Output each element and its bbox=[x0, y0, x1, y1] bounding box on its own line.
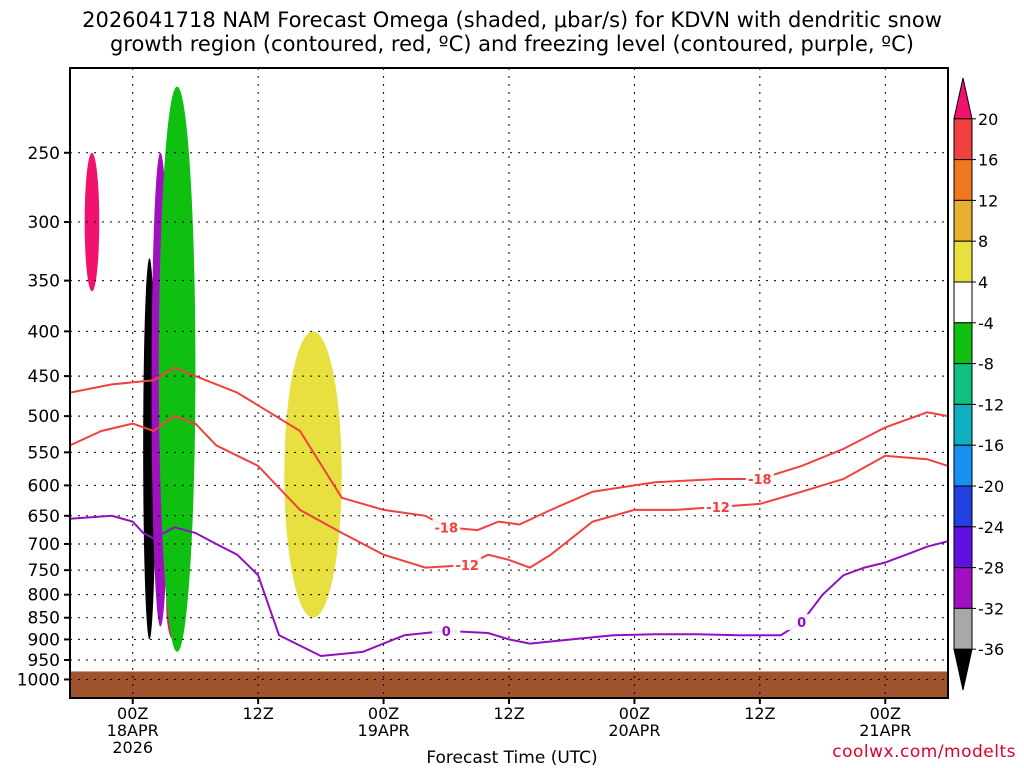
x-axis-label: Forecast Time (UTC) bbox=[426, 748, 598, 768]
contour-label-dendritic-minus-18-1: -18 bbox=[748, 473, 772, 488]
y-tick-label-600: 600 bbox=[28, 476, 60, 496]
x-tick-label-0-0: 00Z bbox=[117, 704, 148, 723]
colorbar-segment-2 bbox=[953, 159, 973, 201]
x-tick-label-0-2: 2026 bbox=[112, 738, 153, 757]
colorbar-segment-8 bbox=[953, 403, 973, 446]
contour-label-bg-dendritic-minus-12-1 bbox=[704, 498, 733, 515]
omega-region-weak-descent-yellow bbox=[284, 331, 342, 618]
credit-text: coolwx.com/modelts bbox=[832, 742, 1016, 762]
colorbar-label-3: 8 bbox=[978, 232, 988, 251]
x-tick-label-60-0: 12Z bbox=[744, 704, 775, 723]
colorbar-cap-bottom bbox=[953, 648, 973, 691]
contour-label-dendritic-minus-12-1: -12 bbox=[706, 501, 730, 516]
y-tick-label-300: 300 bbox=[28, 213, 60, 233]
y-tick-label-900: 900 bbox=[28, 630, 60, 650]
colorbar-label-1: 16 bbox=[978, 151, 998, 170]
contour-label-bg-freezing-level-0-1 bbox=[787, 614, 816, 631]
colorbar-label-8: -16 bbox=[978, 436, 1004, 455]
x-tick-label-0-1: 18APR bbox=[107, 721, 159, 740]
y-tick-label-650: 650 bbox=[28, 507, 60, 527]
colorbar-label-2: 12 bbox=[978, 191, 998, 210]
colorbar-label-0: 20 bbox=[978, 110, 998, 129]
colorbar-segment-1 bbox=[953, 118, 973, 161]
contour-label-dendritic-minus-18-0: -18 bbox=[435, 521, 459, 536]
x-tick-label-36-0: 12Z bbox=[493, 704, 524, 723]
contour-label-bg-dendritic-minus-18-0 bbox=[432, 519, 461, 536]
y-tick-label-350: 350 bbox=[28, 272, 60, 292]
contour-label-freezing-level-0-1: 0 bbox=[797, 616, 806, 631]
y-tick-label-250: 250 bbox=[28, 144, 60, 164]
colorbar-segment-4 bbox=[953, 240, 973, 283]
colorbar-label-7: -12 bbox=[978, 395, 1004, 414]
contour-label-dendritic-minus-12-0: -12 bbox=[455, 559, 479, 574]
colorbar-label-12: -32 bbox=[978, 599, 1004, 618]
x-tick-label-24-1: 19APR bbox=[358, 721, 410, 740]
colorbar-label-10: -24 bbox=[978, 518, 1004, 537]
contour-label-bg-dendritic-minus-18-1 bbox=[745, 471, 774, 488]
y-tick-label-550: 550 bbox=[28, 443, 60, 463]
x-tick-label-24-0: 00Z bbox=[368, 704, 399, 723]
chart-title-line2: growth region (contoured, red, ºC) and f… bbox=[110, 32, 914, 56]
colorbar-label-13: -36 bbox=[978, 640, 1004, 659]
y-tick-label-1000: 1000 bbox=[17, 670, 60, 690]
contour-label-bg-dendritic-minus-12-0 bbox=[453, 557, 482, 574]
y-tick-label-500: 500 bbox=[28, 407, 60, 427]
x-tick-label-48-1: 20APR bbox=[608, 721, 660, 740]
colorbar-label-4: 4 bbox=[978, 273, 988, 292]
colorbar-segment-11 bbox=[953, 526, 973, 569]
colorbar-segment-7 bbox=[953, 363, 973, 405]
contour-dendritic-minus-12 bbox=[69, 414, 949, 569]
colorbar-segment-13 bbox=[953, 607, 973, 650]
x-tick-label-72-1: 21APR bbox=[859, 721, 911, 740]
colorbar-label-6: -8 bbox=[978, 355, 994, 374]
colorbar-segment-9 bbox=[953, 444, 973, 487]
x-tick-label-72-0: 00Z bbox=[870, 704, 901, 723]
colorbar-label-11: -28 bbox=[978, 559, 1004, 578]
y-tick-label-450: 450 bbox=[28, 367, 60, 387]
y-tick-label-800: 800 bbox=[28, 586, 60, 606]
y-tick-label-950: 950 bbox=[28, 651, 60, 671]
x-tick-label-12-0: 12Z bbox=[242, 704, 273, 723]
colorbar-segment-3 bbox=[953, 199, 973, 242]
x-tick-label-48-0: 00Z bbox=[619, 704, 650, 723]
colorbar-segment-12 bbox=[953, 567, 973, 609]
contour-label-freezing-level-0-0: 0 bbox=[442, 625, 451, 640]
colorbar-label-9: -20 bbox=[978, 477, 1004, 496]
contour-label-bg-freezing-level-0-0 bbox=[432, 622, 461, 639]
colorbar-segment-5 bbox=[953, 281, 973, 324]
y-tick-label-750: 750 bbox=[28, 561, 60, 581]
omega-region-descent-upper bbox=[84, 152, 100, 292]
y-tick-label-850: 850 bbox=[28, 609, 60, 629]
colorbar-segment-6 bbox=[953, 322, 973, 365]
contour-dendritic-minus-18 bbox=[69, 366, 949, 532]
colorbar-segment-10 bbox=[953, 485, 973, 528]
chart-title-line1: 2026041718 NAM Forecast Omega (shaded, μ… bbox=[82, 8, 942, 32]
colorbar-label-5: -4 bbox=[978, 314, 994, 333]
y-tick-label-400: 400 bbox=[28, 322, 60, 342]
contour-freezing-level-0 bbox=[69, 514, 949, 658]
colorbar-cap-top bbox=[953, 77, 973, 120]
y-tick-label-700: 700 bbox=[28, 535, 60, 555]
